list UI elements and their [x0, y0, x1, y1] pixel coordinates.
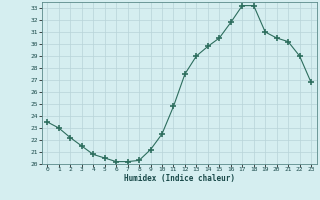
X-axis label: Humidex (Indice chaleur): Humidex (Indice chaleur): [124, 174, 235, 183]
